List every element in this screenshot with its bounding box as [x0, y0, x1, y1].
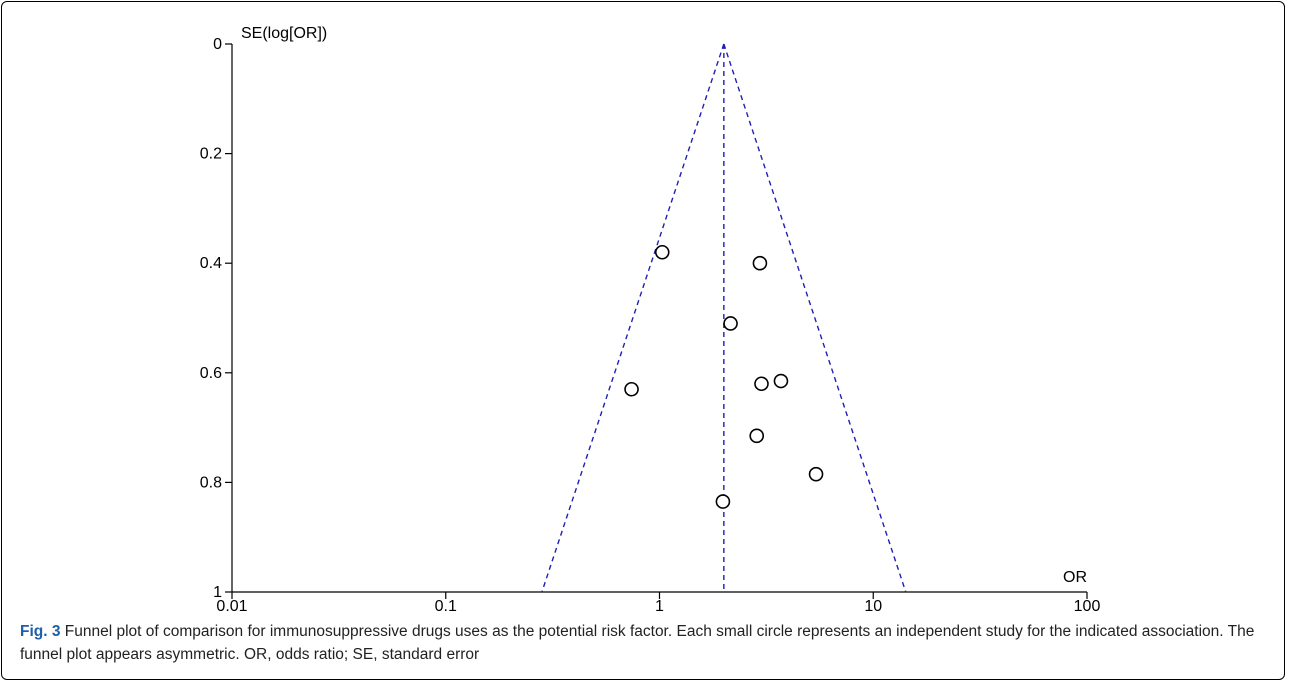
- study-point: [723, 316, 738, 331]
- funnel-left-line: [541, 43, 725, 593]
- y-tick-label: 0.8: [200, 474, 222, 491]
- x-tick-label: 0.01: [216, 598, 247, 615]
- x-tick-label: 100: [1074, 598, 1101, 615]
- funnel-lines: [541, 43, 907, 593]
- caption-text: Funnel plot of comparison for immunosupp…: [20, 623, 1255, 663]
- study-point: [749, 428, 765, 444]
- y-tick-label: 1: [213, 584, 222, 601]
- y-tick-label: 0.2: [200, 146, 222, 163]
- y-tick-label: 0.6: [200, 365, 222, 382]
- y-tick-label: 0: [213, 36, 222, 53]
- x-ticks: 0.01 0.1 1 10 100: [216, 592, 1100, 615]
- study-point: [752, 255, 768, 271]
- y-axis-label: SE(log[OR]): [241, 25, 327, 42]
- study-point: [773, 373, 789, 389]
- study-point: [754, 376, 769, 392]
- x-tick-label: 0.1: [435, 598, 457, 615]
- study-point: [808, 466, 824, 482]
- caption-label: Fig. 3: [20, 623, 61, 640]
- y-tick-label: 0.4: [200, 255, 222, 272]
- x-axis-label: OR: [1063, 569, 1087, 586]
- funnel-plot: SE(log[OR]) OR 0 0.2 0.4 0.6 0.8 1 0.01 0.1 1 10…: [200, 25, 1101, 615]
- funnel-right-line: [723, 43, 907, 593]
- study-point: [715, 494, 731, 509]
- study-point: [654, 244, 670, 260]
- study-points: [624, 244, 824, 509]
- y-ticks: 0 0.2 0.4 0.6 0.8 1: [200, 36, 232, 601]
- figure-caption: Fig. 3 Funnel plot of comparison for imm…: [20, 620, 1270, 666]
- x-tick-label: 1: [655, 598, 664, 615]
- study-point: [624, 381, 639, 397]
- x-tick-label: 10: [864, 598, 882, 615]
